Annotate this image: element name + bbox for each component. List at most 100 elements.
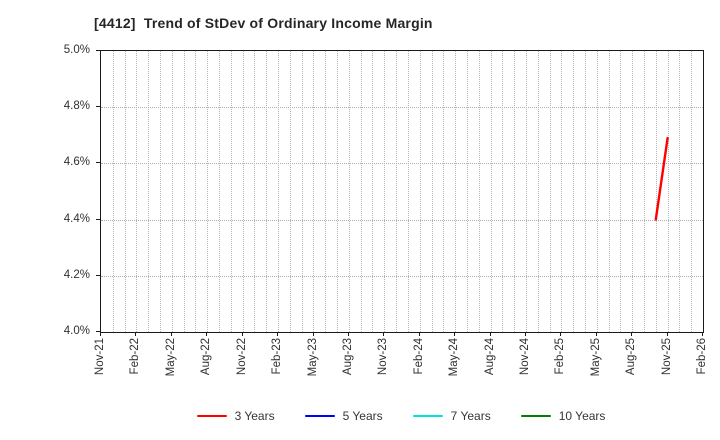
x-tick-label: Nov-23: [377, 338, 390, 376]
legend-line-swatch: [412, 414, 443, 418]
x-tick-mark: [560, 332, 562, 336]
legend-item-7-years: 7 Years: [412, 409, 491, 423]
x-tick-label: Nov-22: [235, 338, 248, 376]
series-layer: [654, 136, 669, 221]
vertical-gridline: [443, 51, 445, 332]
x-tick-mark: [100, 332, 101, 336]
vertical-gridline: [183, 51, 185, 332]
x-tick-label: Nov-24: [518, 338, 531, 376]
x-tick-label: May-23: [306, 338, 319, 377]
vertical-gridline: [301, 51, 303, 332]
vertical-gridline: [643, 51, 645, 332]
x-tick-mark: [489, 332, 491, 336]
x-tick-label: Aug-25: [625, 338, 638, 376]
vertical-gridline: [632, 51, 634, 332]
horizontal-gridline: [101, 107, 703, 109]
y-tick-label: 5.0%: [63, 44, 90, 56]
x-tick-label: May-22: [164, 338, 177, 377]
vertical-gridline: [348, 51, 350, 332]
vertical-gridline: [466, 51, 468, 332]
x-tick-mark: [595, 332, 597, 336]
vertical-gridline: [337, 51, 339, 332]
vertical-gridline: [525, 51, 527, 332]
vertical-gridline: [325, 51, 327, 332]
x-tick-mark: [524, 332, 526, 336]
y-tick-label: 4.8%: [63, 100, 90, 113]
y-tick-mark: [96, 331, 100, 332]
vertical-gridline: [455, 51, 457, 332]
x-tick-mark: [418, 332, 420, 336]
vertical-gridline: [573, 51, 575, 332]
vertical-gridline: [514, 51, 516, 332]
vertical-gridline: [584, 51, 586, 332]
y-tick-mark: [96, 218, 100, 220]
vertical-gridline: [372, 51, 374, 332]
legend-item-5-years: 5 Years: [304, 409, 383, 423]
legend-item-10-years: 10 Years: [520, 409, 605, 423]
legend-line-swatch: [520, 414, 551, 418]
vertical-gridline: [537, 51, 539, 332]
x-tick-label: Feb-26: [696, 338, 708, 375]
vertical-gridline: [160, 51, 162, 332]
vertical-gridline: [207, 51, 209, 332]
vertical-gridline: [242, 51, 244, 332]
y-tick-mark: [96, 50, 100, 51]
x-tick-label: Feb-22: [129, 338, 142, 375]
legend-label: 5 Years: [342, 409, 383, 423]
vertical-gridline: [620, 51, 622, 332]
vertical-gridline: [266, 51, 268, 332]
x-tick-label: Feb-24: [412, 338, 425, 375]
vertical-gridline: [384, 51, 386, 332]
chart-title: [4412] Trend of StDev of Ordinary Income…: [94, 15, 433, 31]
vertical-gridline: [561, 51, 563, 332]
vertical-gridline: [313, 51, 315, 332]
grid-layer: [101, 51, 703, 332]
x-tick-mark: [277, 332, 279, 336]
legend-line-swatch: [196, 414, 227, 418]
vertical-gridline: [195, 51, 197, 332]
x-tick-label: Nov-21: [94, 338, 106, 376]
y-tick-label: 4.4%: [63, 212, 90, 225]
vertical-gridline: [278, 51, 280, 332]
vertical-gridline: [148, 51, 150, 332]
horizontal-gridline: [101, 275, 703, 277]
y-tick-label: 4.0%: [63, 325, 90, 337]
vertical-gridline: [478, 51, 480, 332]
legend-line-swatch: [304, 414, 335, 418]
y-tick-mark: [96, 106, 100, 108]
vertical-gridline: [396, 51, 398, 332]
legend-label: 3 Years: [234, 409, 275, 423]
vertical-gridline: [490, 51, 492, 332]
x-tick-label: Aug-23: [341, 338, 354, 376]
x-tick-label: Nov-25: [660, 338, 673, 376]
vertical-gridline: [112, 51, 114, 332]
vertical-gridline: [667, 51, 669, 332]
y-tick-label: 4.6%: [63, 156, 90, 169]
x-tick-label: Feb-23: [271, 338, 284, 375]
x-tick-mark: [666, 332, 668, 336]
vertical-gridline: [596, 51, 598, 332]
vertical-gridline: [124, 51, 126, 332]
y-tick-label: 4.2%: [63, 268, 90, 281]
x-tick-mark: [454, 332, 456, 336]
x-tick-label: May-25: [589, 338, 602, 377]
x-tick-label: May-24: [448, 338, 461, 377]
vertical-gridline: [549, 51, 551, 332]
vertical-gridline: [171, 51, 173, 332]
horizontal-gridline: [101, 163, 703, 165]
y-tick-mark: [96, 274, 100, 276]
vertical-gridline: [289, 51, 291, 332]
vertical-gridline: [419, 51, 421, 332]
x-tick-mark: [312, 332, 314, 336]
vertical-gridline: [254, 51, 256, 332]
legend: 3 Years 5 Years 7 Years 10 Years: [100, 404, 702, 428]
x-tick-mark: [347, 332, 349, 336]
legend-item-3-years: 3 Years: [196, 409, 275, 423]
x-tick-label: Aug-24: [483, 338, 496, 376]
x-tick-mark: [383, 332, 385, 336]
series-line-3-years: [654, 136, 669, 221]
x-tick-label: Feb-25: [554, 338, 567, 375]
plot-area: [100, 50, 704, 333]
vertical-gridline: [360, 51, 362, 332]
